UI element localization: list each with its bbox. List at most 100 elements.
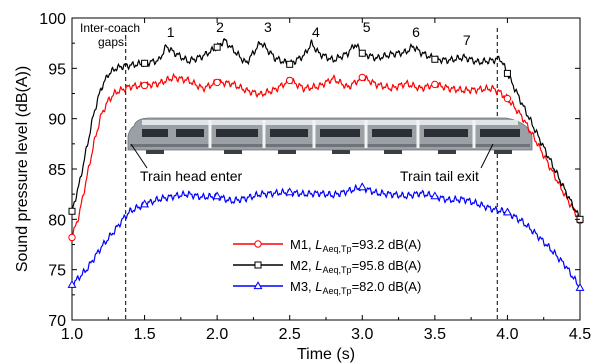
series-layer: [67, 38, 585, 291]
gap-label: 5: [363, 19, 371, 35]
data-marker: [213, 78, 221, 87]
x-tick-label: 1.0: [61, 326, 83, 343]
data-marker: [68, 233, 76, 242]
data-marker: [431, 55, 439, 63]
gap-label: 4: [312, 24, 320, 40]
legend-subscript: Aeq,Tp: [323, 286, 352, 296]
train-window: [480, 129, 520, 137]
gaps-title-line1: Inter-coach: [80, 21, 140, 35]
train-window: [176, 129, 204, 137]
legend-label-m2: M2, LAeq,Tp=95.8 dB(A): [290, 258, 421, 275]
x-tick-label: 2.5: [279, 326, 301, 343]
data-marker: [212, 191, 222, 200]
data-marker: [358, 73, 366, 82]
data-marker: [358, 49, 366, 57]
data-marker: [357, 182, 367, 191]
legend-prefix: M1,: [290, 237, 315, 252]
series-line-m1: [71, 72, 581, 241]
gap-label: 3: [264, 19, 272, 35]
train-coach-joints: [208, 120, 476, 148]
data-marker: [68, 207, 76, 215]
legend-symbol: L: [315, 258, 322, 273]
gap-labels: 1 2 3 4 5 6 7: [167, 19, 471, 48]
series-line-m3: [71, 183, 581, 291]
y-axis-label: Sound pressure level (dB(A)): [14, 66, 31, 272]
bogie: [278, 150, 296, 154]
train-bogies: [146, 150, 512, 154]
train-window: [142, 129, 168, 137]
train-window: [424, 129, 468, 137]
gap-label: 6: [412, 24, 420, 40]
x-tick-label: 3.5: [424, 326, 446, 343]
train-head-label: Train head enter: [140, 168, 243, 184]
y-tick-label: 90: [48, 112, 66, 129]
train-stripe: [130, 144, 530, 147]
data-marker: [503, 94, 512, 103]
legend-label-m1: M1, LAeq,Tp=93.2 dB(A): [290, 237, 421, 254]
x-axis: 1.0 1.5 2.0 2.5 3.0 3.5 4.0 4.5: [61, 18, 591, 343]
bogie: [438, 150, 456, 154]
data-marker: [254, 240, 262, 248]
train-roof-highlight: [142, 120, 518, 125]
gaps-title-line2: gaps:: [98, 35, 127, 49]
x-tick-label: 4.5: [569, 326, 591, 343]
data-marker: [140, 199, 150, 208]
data-marker: [213, 43, 221, 51]
train-window: [270, 129, 308, 137]
legend-prefix: M3,: [290, 279, 315, 294]
data-marker: [254, 261, 262, 269]
data-marker: [575, 282, 585, 291]
x-axis-label: Time (s): [297, 346, 355, 363]
data-marker: [286, 60, 294, 68]
legend-suffix: =95.8 dB(A): [352, 258, 422, 273]
bogie: [146, 150, 164, 154]
bogie: [384, 150, 402, 154]
y-tick-label: 80: [48, 212, 66, 229]
plot-area: Inter-coach gaps: 1 2 3 4 5 6 7 Train head ent…: [67, 17, 585, 321]
data-marker: [431, 80, 439, 89]
legend-symbol: L: [315, 279, 322, 294]
data-marker: [502, 207, 512, 216]
data-marker: [253, 281, 263, 290]
series-line-m2: [71, 38, 581, 222]
data-marker: [67, 279, 77, 288]
gap-label: 7: [463, 32, 471, 48]
legend: M1, LAeq,Tp=93.2 dB(A)M2, LAeq,Tp=95.8 d…: [233, 237, 421, 296]
data-marker: [285, 187, 295, 196]
y-tick-label: 100: [39, 11, 66, 28]
legend-label-m3: M3, LAeq,Tp=82.0 dB(A): [290, 279, 421, 296]
y-tick-label: 85: [48, 162, 66, 179]
data-marker: [430, 191, 440, 200]
legend-suffix: =93.2 dB(A): [352, 237, 422, 252]
train-window: [216, 129, 258, 137]
train-window: [372, 129, 412, 137]
train-tail-pointer: [480, 143, 494, 169]
train-tail-label: Train tail exit: [400, 168, 479, 184]
bogie: [224, 150, 242, 154]
legend-symbol: L: [315, 237, 322, 252]
legend-subscript: Aeq,Tp: [323, 244, 352, 254]
x-tick-label: 4.0: [496, 326, 518, 343]
data-marker: [140, 81, 149, 90]
x-tick-label: 3.0: [351, 326, 373, 343]
y-tick-label: 95: [48, 61, 66, 78]
x-tick-label: 1.5: [133, 326, 155, 343]
train-windows: [142, 129, 520, 137]
train-window: [320, 129, 360, 137]
data-marker: [503, 69, 511, 77]
data-marker: [286, 76, 294, 85]
y-tick-label: 75: [48, 263, 66, 280]
data-marker: [141, 59, 149, 67]
x-tick-label: 2.0: [206, 326, 228, 343]
legend-subscript: Aeq,Tp: [323, 265, 352, 275]
legend-suffix: =82.0 dB(A): [352, 279, 422, 294]
bogie: [494, 150, 512, 154]
y-tick-label: 70: [48, 313, 66, 330]
gap-label: 2: [216, 19, 224, 35]
bogie: [332, 150, 350, 154]
gap-label: 1: [167, 24, 175, 40]
train-head-pointer: [130, 143, 148, 169]
legend-prefix: M2,: [290, 258, 315, 273]
